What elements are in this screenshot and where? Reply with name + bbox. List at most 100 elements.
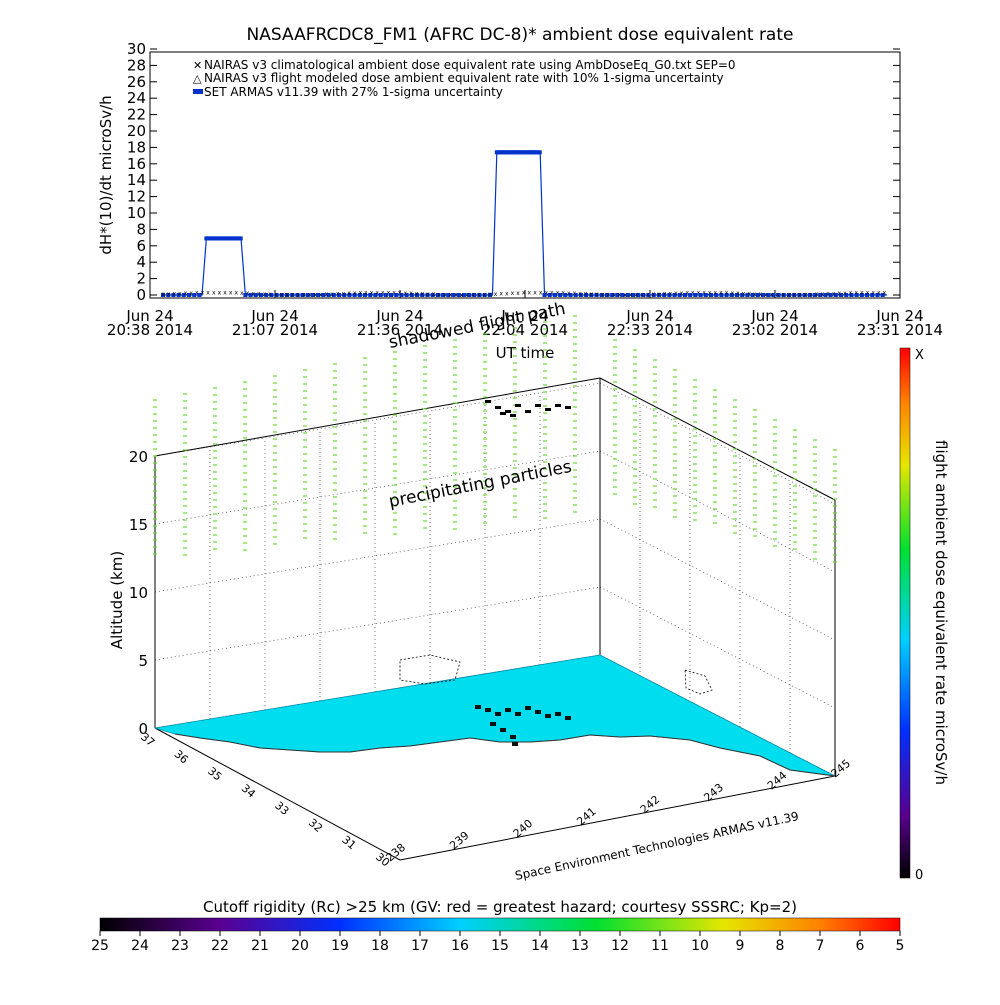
nairas-climo-point: x: [375, 289, 379, 296]
nairas-climo-point: x: [668, 290, 672, 297]
nairas-climo-point: x: [635, 292, 639, 299]
armas-point: [176, 293, 181, 297]
nairas-climo-point: x: [432, 291, 436, 298]
armas-point: [537, 150, 542, 155]
nairas-climo-point: x: [691, 290, 695, 297]
rigidity-tick-label: 13: [571, 938, 589, 954]
armas-point: [420, 293, 425, 297]
armas-point: [563, 293, 568, 297]
armas-point: [766, 293, 771, 297]
nairas-climo-point: x: [420, 291, 424, 298]
nairas-climo-point: x: [742, 290, 746, 297]
nairas-climo-point: x: [533, 289, 537, 296]
nairas-climo-point: x: [849, 290, 853, 297]
nairas-climo-point: x: [753, 291, 757, 298]
nairas-climo-point: x: [223, 289, 227, 296]
armas-point: [373, 293, 378, 297]
nairas-climo-point: x: [544, 289, 548, 296]
armas-point: [584, 293, 589, 297]
armas-point: [755, 293, 760, 297]
altitude-tick-label: 10: [129, 584, 148, 602]
nairas-climo-point: x: [195, 290, 199, 297]
nairas-climo-point: x: [792, 292, 796, 299]
nairas-climo-point: x: [347, 290, 351, 297]
armas-point: [641, 293, 646, 297]
rigidity-ticks: 25 24 23 22 21 20 19 18 17 16 15 14 13 12 11 10 9 8 7 6 5: [91, 931, 904, 954]
y-tick-label: 10: [127, 204, 146, 222]
nairas-climo-point: x: [550, 289, 554, 296]
nairas-climo-point: x: [618, 292, 622, 299]
armas-point: [745, 293, 750, 297]
legend-marker-nairas-climo: ✕: [193, 59, 202, 72]
y-tick-label: 24: [127, 89, 146, 107]
nairas-climo-point: x: [212, 289, 216, 296]
y-tick-label: 2: [136, 270, 146, 288]
dose-colorbar: [899, 347, 911, 879]
armas-point: [477, 293, 482, 297]
armas-point: [389, 293, 394, 297]
armas-point: [269, 293, 274, 297]
armas-point: [729, 293, 734, 297]
nairas-climo-point: x: [257, 291, 261, 298]
rigidity-tick-label: 15: [491, 938, 509, 954]
nairas-climo-point: x: [612, 292, 616, 299]
nairas-climo-point: x: [832, 290, 836, 297]
nairas-climo-point: x: [708, 289, 712, 296]
chart-title: NASAAFRCDC8_FM1 (AFRC DC-8)* ambient dos…: [247, 25, 794, 45]
latitude-tick-label: 32: [306, 816, 325, 835]
y-tick-label: 12: [127, 188, 146, 206]
armas-point: [248, 293, 253, 297]
nairas-climo-point: x: [505, 290, 509, 297]
rigidity-tick-label: 7: [816, 938, 825, 954]
armas-point: [467, 293, 472, 297]
nairas-climo-point: x: [392, 289, 396, 296]
nairas-climo-point: x: [747, 291, 751, 298]
nairas-climo-point: x: [697, 289, 701, 296]
armas-point: [599, 293, 604, 297]
nairas-climo-point: x: [161, 291, 165, 298]
armas-point: [870, 293, 875, 297]
armas-point: [435, 293, 440, 297]
nairas-climo-point: x: [854, 290, 858, 297]
armas-point: [552, 293, 557, 297]
legend-entry-armas: SET ARMAS v11.39 with 27% 1-sigma uncert…: [204, 85, 503, 99]
y-tick-label: 8: [136, 220, 146, 238]
y-tick-label: 28: [127, 56, 146, 74]
y-tick-label: 4: [136, 253, 146, 271]
nairas-climo-point: x: [280, 292, 284, 299]
track-point: [500, 412, 506, 415]
shadow-track: [475, 705, 571, 746]
longitude-tick-label: 241: [574, 805, 598, 828]
altitude-tick-label: 20: [129, 448, 148, 466]
nairas-climo-point: x: [426, 291, 430, 298]
nairas-climo-point: x: [804, 292, 808, 299]
armas-point: [456, 293, 461, 297]
3d-axes-frame: [154, 377, 836, 861]
armas-point: [573, 293, 578, 297]
armas-point: [865, 293, 870, 297]
nairas-climo-point: x: [674, 290, 678, 297]
nairas-climo-point: x: [640, 292, 644, 299]
nairas-climo-point: x: [477, 292, 481, 299]
coastline: [174, 733, 836, 777]
nairas-climo-point: x: [764, 291, 768, 298]
nairas-climo-point: x: [404, 290, 408, 297]
y-tick-label: 14: [127, 171, 146, 189]
armas-point: [258, 293, 263, 297]
nairas-climo-point: x: [606, 292, 610, 299]
armas-point: [610, 293, 615, 297]
rigidity-tick-label: 14: [531, 938, 549, 954]
nairas-climo-point: x: [781, 292, 785, 299]
rigidity-tick-label: 17: [411, 938, 429, 954]
armas-point: [828, 293, 833, 297]
altitude-tick-label: 5: [138, 652, 148, 670]
armas-point: [347, 293, 352, 297]
armas-point: [300, 293, 305, 297]
nairas-climo-point: x: [443, 292, 447, 299]
rigidity-tick-label: 12: [611, 938, 629, 954]
armas-point: [243, 293, 248, 297]
altitude-axis: 0 5 10 15 20: [129, 448, 148, 738]
nairas-climo-point: x: [268, 291, 272, 298]
